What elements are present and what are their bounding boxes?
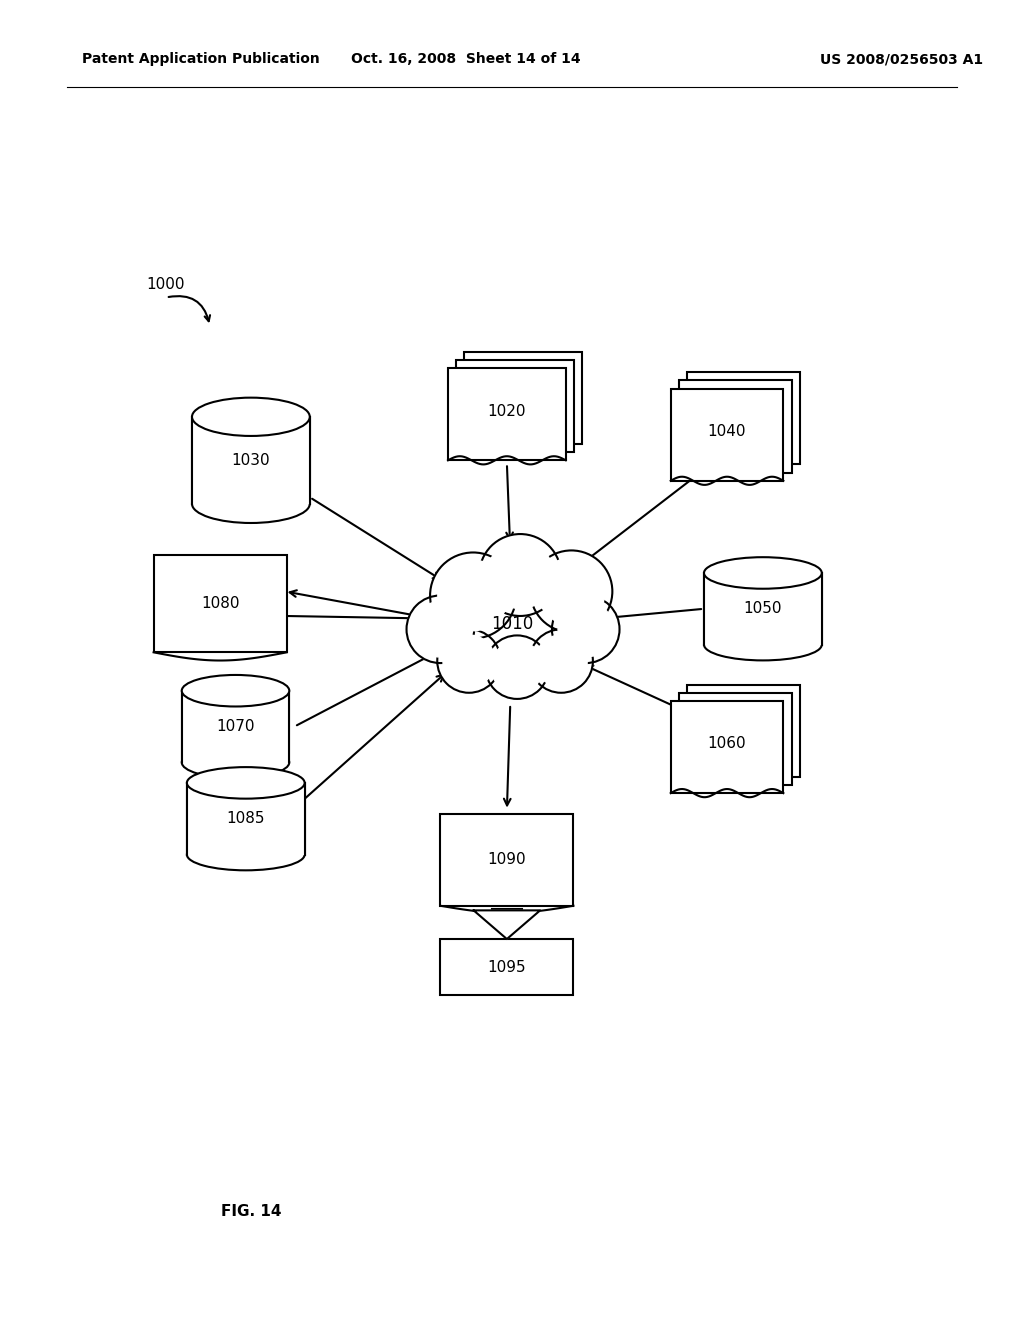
Bar bbox=[492, 909, 522, 911]
Ellipse shape bbox=[193, 484, 309, 523]
Text: FIG. 14: FIG. 14 bbox=[220, 1204, 282, 1220]
Text: 1050: 1050 bbox=[743, 602, 782, 616]
Circle shape bbox=[413, 602, 468, 657]
Circle shape bbox=[438, 560, 508, 631]
Bar bbox=[182, 690, 290, 763]
Bar bbox=[193, 417, 309, 504]
Ellipse shape bbox=[705, 557, 821, 589]
Circle shape bbox=[443, 635, 495, 686]
Circle shape bbox=[552, 595, 620, 663]
Bar bbox=[679, 380, 792, 473]
Text: 1070: 1070 bbox=[216, 719, 255, 734]
Bar bbox=[465, 351, 582, 444]
Text: 1010: 1010 bbox=[490, 615, 534, 634]
Circle shape bbox=[538, 558, 605, 624]
Text: 1060: 1060 bbox=[708, 737, 746, 751]
Circle shape bbox=[530, 550, 612, 632]
Circle shape bbox=[430, 553, 516, 639]
Bar bbox=[705, 573, 821, 644]
Circle shape bbox=[536, 635, 587, 686]
Circle shape bbox=[529, 630, 593, 693]
Text: 1080: 1080 bbox=[201, 597, 240, 611]
Ellipse shape bbox=[705, 628, 821, 660]
Bar bbox=[671, 701, 783, 793]
Ellipse shape bbox=[182, 675, 290, 706]
Text: 1085: 1085 bbox=[226, 812, 265, 826]
Text: 1090: 1090 bbox=[487, 853, 526, 867]
Text: Oct. 16, 2008  Sheet 14 of 14: Oct. 16, 2008 Sheet 14 of 14 bbox=[351, 53, 581, 66]
Ellipse shape bbox=[193, 397, 309, 436]
Circle shape bbox=[407, 595, 474, 663]
Text: 1040: 1040 bbox=[708, 424, 746, 440]
Text: 1020: 1020 bbox=[487, 404, 526, 418]
Text: 1030: 1030 bbox=[231, 453, 270, 467]
Circle shape bbox=[492, 642, 543, 693]
Bar bbox=[671, 388, 783, 480]
Circle shape bbox=[558, 602, 613, 657]
Text: 1095: 1095 bbox=[487, 960, 526, 974]
Bar bbox=[679, 693, 792, 785]
Bar bbox=[449, 368, 565, 461]
Text: US 2008/0256503 A1: US 2008/0256503 A1 bbox=[819, 53, 983, 66]
Bar bbox=[687, 685, 800, 776]
Circle shape bbox=[486, 541, 554, 609]
Text: Patent Application Publication: Patent Application Publication bbox=[82, 53, 319, 66]
Ellipse shape bbox=[182, 747, 290, 779]
Text: 1000: 1000 bbox=[146, 277, 185, 292]
Ellipse shape bbox=[186, 838, 305, 870]
Bar bbox=[440, 939, 573, 995]
Bar bbox=[687, 372, 800, 465]
Circle shape bbox=[485, 635, 549, 698]
Bar bbox=[186, 783, 305, 854]
Circle shape bbox=[437, 630, 501, 693]
Ellipse shape bbox=[186, 767, 305, 799]
Bar bbox=[440, 813, 573, 906]
Polygon shape bbox=[473, 911, 541, 939]
Circle shape bbox=[479, 535, 561, 616]
Bar bbox=[154, 554, 287, 652]
Bar bbox=[457, 360, 573, 453]
